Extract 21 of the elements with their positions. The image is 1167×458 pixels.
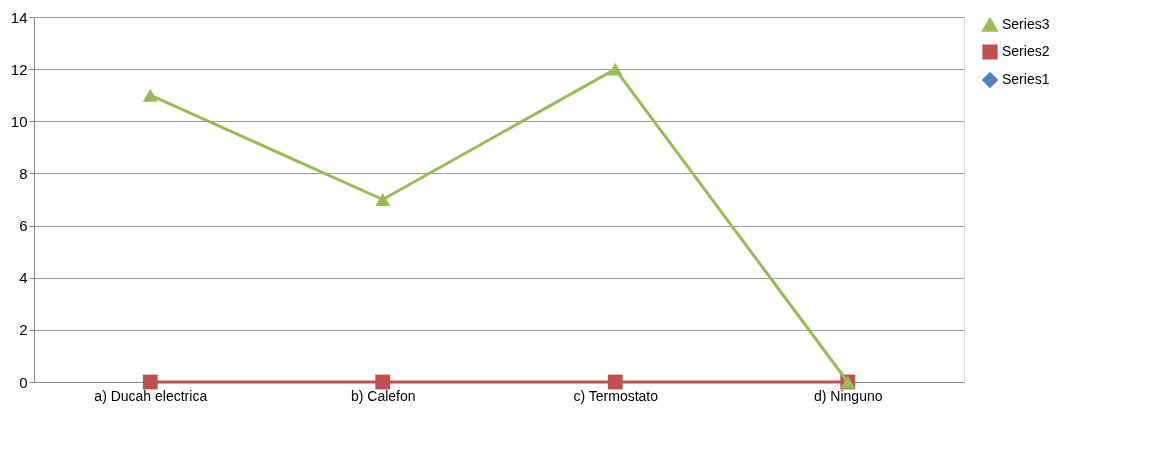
point — [607, 374, 623, 390]
x-tick-label: b) Calefon — [350, 387, 416, 404]
y-tick-label: 6 — [19, 217, 28, 235]
y-tick-label: 4 — [19, 269, 28, 287]
x-tick-label: c) Termostato — [573, 387, 659, 404]
point — [375, 374, 391, 390]
x-tick-label: d) Ninguno — [814, 387, 883, 404]
legend-label: Series2 — [1002, 43, 1050, 59]
y-tick-label: 14 — [10, 8, 28, 26]
y-tick-label: 0 — [19, 373, 28, 391]
point — [142, 88, 158, 102]
y-tick-label: 2 — [19, 321, 28, 339]
point — [375, 193, 391, 206]
legend-label: Series3 — [1002, 16, 1050, 32]
point — [607, 62, 623, 76]
point — [142, 374, 158, 390]
x-tick-label: a) Ducah electrica — [94, 387, 208, 404]
y-tick-label: 12 — [10, 60, 28, 78]
legend-label: Series1 — [1002, 71, 1050, 87]
y-tick-label: 10 — [10, 112, 28, 130]
y-tick-label: 8 — [19, 164, 28, 182]
